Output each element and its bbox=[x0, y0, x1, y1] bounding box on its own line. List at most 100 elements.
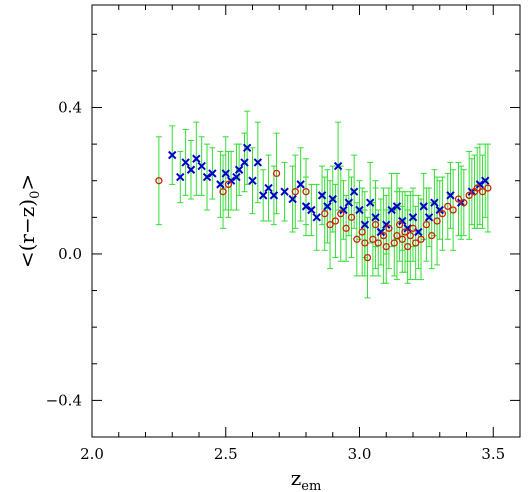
x-tick-label: 2.5 bbox=[214, 445, 238, 463]
errorbar bbox=[399, 205, 406, 273]
errorbar bbox=[423, 187, 430, 262]
errorbar bbox=[359, 187, 366, 277]
x-axis-label: zem bbox=[291, 466, 322, 492]
cross-point bbox=[323, 202, 332, 211]
cross-point bbox=[333, 161, 343, 171]
errorbar bbox=[292, 154, 299, 229]
circle-point bbox=[155, 177, 163, 185]
cross-point bbox=[253, 158, 263, 167]
errorbar bbox=[484, 143, 491, 233]
errorbar bbox=[273, 132, 280, 215]
x-tick-label: 3.0 bbox=[348, 445, 372, 463]
circle-point bbox=[412, 239, 420, 247]
circle-point bbox=[219, 188, 227, 196]
cross-point bbox=[312, 213, 321, 222]
y-tick-label: 0.4 bbox=[58, 99, 82, 117]
circle-point bbox=[363, 253, 372, 262]
circle-point bbox=[224, 180, 233, 189]
cross-point bbox=[307, 205, 316, 215]
circle-point bbox=[422, 221, 431, 229]
cross-point bbox=[355, 205, 364, 215]
cross-point bbox=[403, 224, 412, 233]
circle-point bbox=[473, 184, 481, 192]
cross-point bbox=[226, 176, 236, 185]
marker-layer bbox=[155, 143, 492, 262]
circle-point bbox=[347, 213, 356, 221]
cross-point bbox=[349, 187, 359, 196]
cross-point bbox=[301, 202, 311, 211]
tick-layer: 2.0 2.5 3.0 3.5 −0.4 0.0 0.4 bbox=[46, 5, 521, 463]
circle-point bbox=[454, 195, 463, 203]
circle-point bbox=[393, 231, 401, 240]
cross-point bbox=[317, 191, 327, 200]
cross-point bbox=[186, 165, 196, 174]
circle-point bbox=[444, 202, 452, 211]
circle-point bbox=[342, 224, 350, 232]
cross-point bbox=[280, 187, 289, 196]
circle-point bbox=[353, 235, 361, 243]
circle-point bbox=[428, 231, 436, 240]
cross-point bbox=[360, 220, 370, 229]
circle-point bbox=[390, 239, 398, 247]
circle-point bbox=[358, 228, 366, 236]
cross-point bbox=[248, 176, 257, 185]
errorbar bbox=[364, 216, 371, 299]
circle-point bbox=[433, 217, 441, 225]
cross-point bbox=[234, 165, 244, 174]
cross-point bbox=[197, 161, 206, 171]
y-axis-label: <(r−z)0> bbox=[15, 174, 43, 268]
cross-point bbox=[387, 205, 396, 215]
cross-point bbox=[288, 194, 297, 204]
cross-point bbox=[344, 198, 354, 207]
y-tick-label: 0.0 bbox=[58, 245, 82, 263]
circle-point bbox=[484, 184, 492, 192]
circle-point bbox=[449, 206, 457, 214]
circle-point bbox=[401, 228, 409, 236]
errorbar bbox=[391, 209, 398, 277]
errorbar-layer bbox=[155, 110, 491, 299]
cross-point bbox=[232, 172, 241, 182]
circle-point bbox=[406, 231, 414, 240]
cross-point bbox=[208, 169, 217, 178]
errorbar bbox=[353, 202, 360, 277]
circle-point bbox=[395, 221, 404, 229]
errorbar bbox=[434, 176, 441, 266]
circle-point bbox=[465, 191, 473, 200]
cross-point bbox=[392, 202, 402, 211]
y-tick-label: −0.4 bbox=[46, 391, 82, 409]
errorbar bbox=[412, 205, 419, 281]
circle-point bbox=[337, 210, 345, 218]
cross-point bbox=[475, 180, 485, 189]
circle-point bbox=[478, 188, 487, 196]
errorbar bbox=[444, 172, 451, 240]
circle-point bbox=[272, 169, 281, 178]
circle-point bbox=[302, 188, 310, 196]
cross-point bbox=[376, 227, 386, 237]
circle-point bbox=[438, 210, 447, 218]
cross-point bbox=[398, 216, 407, 226]
circle-point bbox=[382, 242, 390, 251]
errorbar bbox=[348, 176, 355, 259]
circle-point bbox=[361, 239, 369, 247]
circle-point bbox=[379, 231, 388, 240]
circle-point bbox=[321, 210, 329, 218]
errorbar bbox=[155, 136, 162, 226]
errorbar bbox=[361, 209, 368, 277]
cross-point bbox=[430, 198, 439, 207]
cross-point bbox=[365, 198, 375, 207]
cross-point bbox=[240, 158, 249, 167]
x-tick-label: 3.5 bbox=[481, 445, 505, 463]
errorbar bbox=[303, 158, 309, 226]
errorbar bbox=[450, 169, 457, 251]
errorbar bbox=[321, 176, 328, 251]
cross-point bbox=[258, 191, 268, 200]
circle-point bbox=[385, 224, 393, 232]
errorbar bbox=[460, 169, 467, 237]
errorbar bbox=[479, 154, 486, 229]
errorbar bbox=[404, 209, 411, 284]
errorbar bbox=[220, 154, 227, 229]
circle-point bbox=[331, 217, 340, 225]
cross-point bbox=[176, 172, 185, 182]
cross-point bbox=[446, 191, 455, 200]
